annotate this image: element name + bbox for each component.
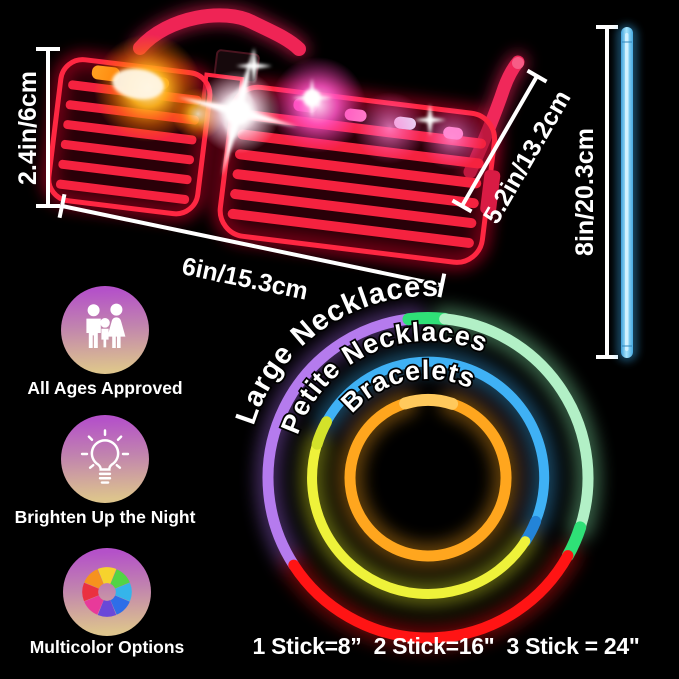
temple-tip: [512, 57, 524, 69]
ring-outer-purple-segment: [262, 313, 420, 571]
led-shutter-glasses: [42, 6, 527, 269]
feature-badge-brighten: [61, 415, 149, 503]
light-bulb-icon: [80, 429, 130, 484]
glow-rings: [255, 305, 602, 651]
ring-inner-orange-connector: [399, 394, 459, 410]
family-icon: [86, 303, 126, 348]
ring-middle-yellow-segment: [307, 439, 531, 599]
glow-stick: [616, 24, 638, 362]
feature-label: Brighten Up the Night: [14, 507, 196, 527]
ring-inner-orange-segment: [344, 397, 512, 562]
sparkle-small: [236, 48, 446, 136]
height-dimension-label: 2.4in/6cm: [14, 71, 42, 185]
led-glows: [94, 34, 484, 177]
feature-label: Multicolor Options: [29, 637, 185, 657]
left-temple: [133, 8, 306, 56]
height-dimension: 2.4in/6cm: [14, 47, 60, 208]
stick-size-note: 1 Stick=8” 2 Stick=16" 3 Stick = 24": [252, 633, 640, 659]
feature-badge-all-ages: [61, 286, 149, 374]
ring-middle-blue-segment: [322, 356, 550, 527]
color-wheel-icon: [82, 567, 132, 617]
stick-dimension-label: 8in/20.3cm: [571, 128, 599, 256]
feature-badge-multicolor: [63, 548, 151, 636]
ring-outer-mint-segment: [439, 313, 594, 533]
right-hinge: [480, 169, 501, 215]
stick-dimension: 8in/20.3cm: [571, 25, 618, 359]
ring-middle-yellow-connector: [311, 416, 332, 450]
ring-outer-red-segment: [288, 550, 574, 644]
width-dimension-label: 6in/15.3cm: [180, 252, 311, 306]
starburst: [177, 47, 299, 177]
feature-label: All Ages Approved: [27, 378, 183, 398]
